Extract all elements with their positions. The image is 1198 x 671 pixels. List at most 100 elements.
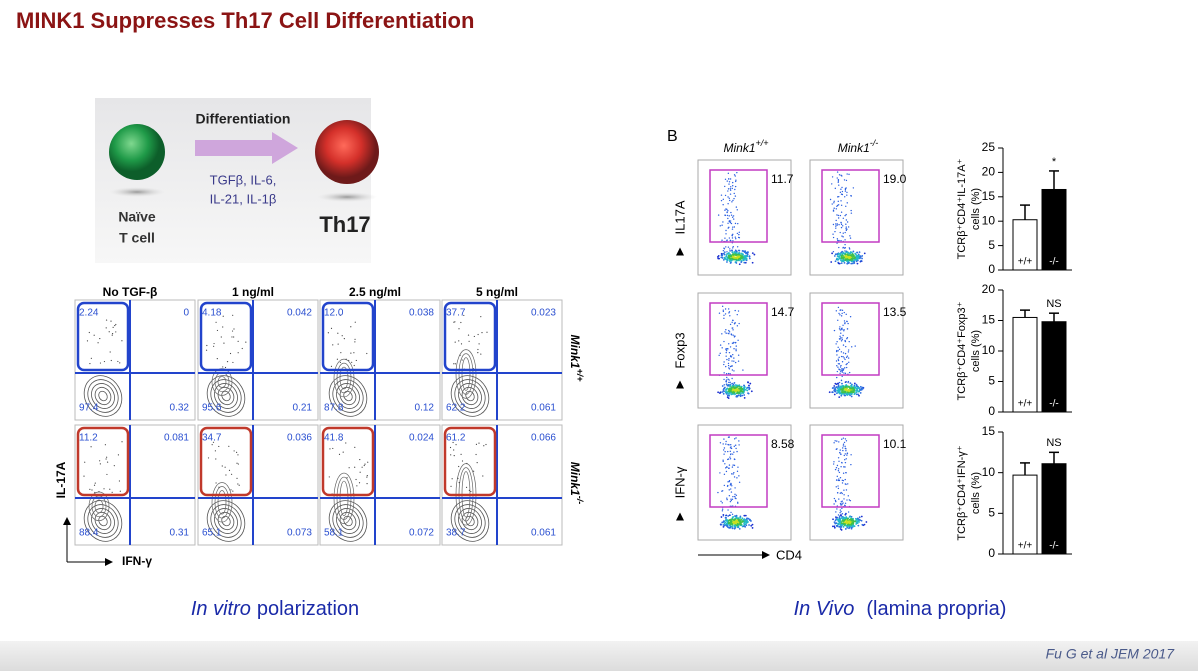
contour <box>332 379 364 413</box>
event-dot <box>359 471 361 473</box>
event-dot <box>233 328 235 330</box>
event-dot <box>833 497 836 500</box>
event-dot <box>729 373 731 375</box>
event-dot <box>841 479 844 481</box>
quadrant-value: 4.18 <box>202 308 222 319</box>
event-dot <box>844 243 846 246</box>
event-dot <box>723 248 726 250</box>
event-dot <box>726 240 728 242</box>
event-dot <box>841 507 843 510</box>
event-dot <box>337 343 339 345</box>
event-dot <box>840 370 842 373</box>
event-dot <box>736 524 738 527</box>
event-dot <box>722 198 724 201</box>
event-dot <box>730 518 732 521</box>
event-dot <box>729 248 731 250</box>
event-dot <box>453 454 455 457</box>
event-dot <box>739 515 742 518</box>
event-dot <box>736 246 739 248</box>
quadrant-value: 0.12 <box>415 403 435 414</box>
event-dot <box>730 393 733 396</box>
event-dot <box>725 524 728 527</box>
gate <box>443 301 497 372</box>
event-dot <box>729 456 731 458</box>
event-dot <box>359 458 361 461</box>
y-tick-label: 0 <box>988 404 995 418</box>
event-dot <box>831 203 833 205</box>
event-dot <box>842 232 844 234</box>
event-dot <box>837 385 840 388</box>
event-dot <box>339 361 341 363</box>
event-dot <box>847 511 850 513</box>
event-dot <box>841 367 843 370</box>
event-dot <box>845 471 847 474</box>
event-dot <box>859 389 861 392</box>
gate-value: 14.7 <box>771 305 795 319</box>
event-dot <box>833 329 836 332</box>
event-dot <box>725 208 727 210</box>
event-dot <box>228 469 231 471</box>
event-dot <box>841 492 843 495</box>
contour <box>458 383 482 409</box>
event-dot <box>734 495 736 498</box>
event-dot <box>842 386 845 388</box>
event-dot <box>450 454 452 456</box>
event-dot <box>354 321 356 323</box>
event-dot <box>843 372 845 374</box>
event-dot <box>851 391 854 394</box>
event-dot <box>728 331 731 333</box>
event-dot <box>728 393 731 395</box>
event-dot <box>735 348 737 350</box>
event-dot <box>847 357 850 359</box>
event-dot <box>731 321 733 323</box>
event-dot <box>842 443 845 445</box>
event-dot <box>348 467 350 469</box>
event-dot <box>748 388 751 391</box>
event-dot <box>459 354 461 356</box>
arrow-label: Differentiation <box>196 111 291 127</box>
event-dot <box>721 391 724 393</box>
event-dot <box>733 226 736 228</box>
event-dot <box>837 457 840 459</box>
event-dot <box>733 192 735 195</box>
th17-cell <box>315 120 379 184</box>
event-dot <box>726 251 728 253</box>
event-dot <box>740 386 742 389</box>
event-dot <box>733 389 736 391</box>
event-dot <box>744 257 747 260</box>
event-dot <box>731 513 734 515</box>
event-dot <box>732 256 735 259</box>
event-dot <box>837 319 839 321</box>
event-dot <box>849 237 852 239</box>
event-dot <box>99 337 101 340</box>
event-dot <box>726 348 728 350</box>
event-dot <box>730 259 733 262</box>
event-dot <box>835 343 837 345</box>
event-dot <box>855 387 858 390</box>
event-dot <box>732 199 734 202</box>
axis-arrowhead <box>105 558 113 566</box>
event-dot <box>837 200 839 203</box>
event-dot <box>732 329 734 331</box>
significance: * <box>1052 156 1057 168</box>
event-dot <box>833 525 836 528</box>
event-dot <box>732 518 735 521</box>
bar <box>1041 188 1067 271</box>
event-dot <box>237 454 239 456</box>
event-dot <box>742 525 745 528</box>
event-dot <box>843 329 845 331</box>
event-dot <box>733 357 735 359</box>
contour <box>94 386 112 406</box>
event-dot <box>841 225 844 227</box>
event-dot <box>833 207 835 209</box>
event-dot <box>724 214 727 217</box>
event-dot <box>737 354 740 356</box>
event-dot <box>727 450 729 453</box>
event-dot <box>721 490 723 492</box>
event-dot <box>723 314 725 317</box>
event-dot <box>840 262 843 264</box>
event-dot <box>735 385 738 387</box>
flow-plot: 12.0 0.038 87.8 0.12 <box>319 299 441 421</box>
quadrant-value: 0.31 <box>170 528 190 539</box>
event-dot <box>730 511 732 514</box>
